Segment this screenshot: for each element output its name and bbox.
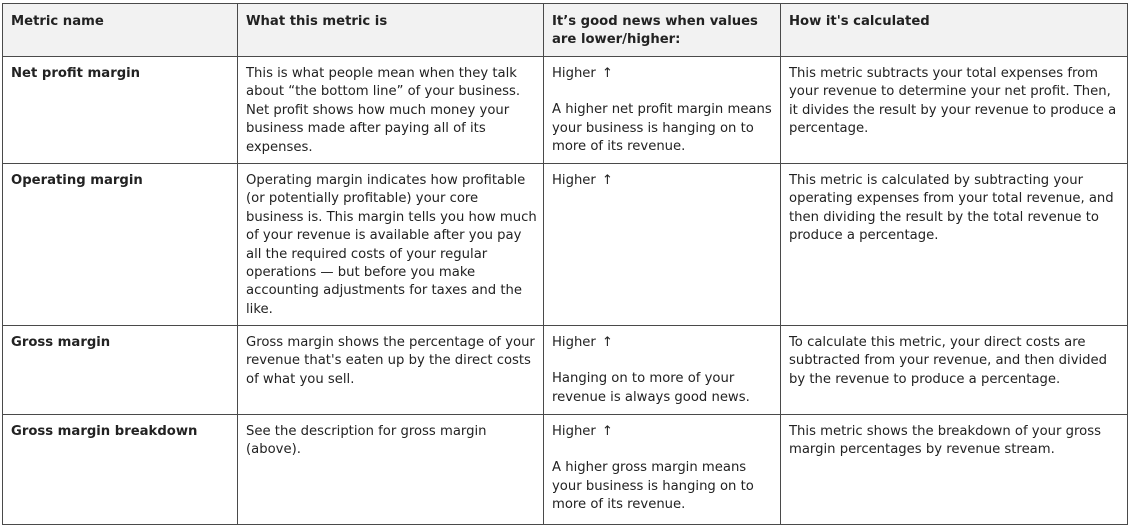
arrow-up-icon: ↑ [601,173,613,188]
metric-description-cell: Gross margin shows the percentage of you… [237,325,544,415]
metric-calculation-cell: This metric is calculated by subtracting… [780,163,1128,326]
arrow-up-icon: ↑ [601,335,613,350]
metric-calculation-cell: To calculate this metric, your direct co… [780,325,1128,415]
direction-line: Higher ↑ [552,172,774,190]
table-row: Gross margin breakdown See the descripti… [2,414,1128,525]
table-row: Gross margin Gross margin shows the perc… [2,325,1128,415]
direction-label: Higher [552,335,596,350]
direction-note: Hanging on to more of your revenue is al… [552,371,750,405]
table-row: Net profit margin This is what people me… [2,56,1128,164]
direction-note: A higher net profit margin means your bu… [552,102,772,155]
table-header-row: Metric name What this metric is It’s goo… [2,3,1128,57]
arrow-up-icon: ↑ [601,424,613,439]
direction-note: A higher gross margin means your busines… [552,460,754,513]
metric-calculation-cell: This metric subtracts your total expense… [780,56,1128,164]
metrics-table: Metric name What this metric is It’s goo… [2,3,1128,525]
metric-description-cell: See the description for gross margin (ab… [237,414,544,525]
metric-direction-cell: Higher ↑ [543,163,781,326]
direction-line: Higher ↑ [552,65,774,83]
direction-label: Higher [552,66,596,81]
metric-calculation-cell: This metric shows the breakdown of your … [780,414,1128,525]
metric-description-cell: Operating margin indicates how profitabl… [237,163,544,326]
arrow-up-icon: ↑ [601,66,613,81]
direction-label: Higher [552,424,596,439]
metric-direction-cell: Higher ↑ A higher net profit margin means… [543,56,781,164]
direction-label: Higher [552,173,596,188]
metric-name-cell: Operating margin [2,163,238,326]
metric-name-cell: Gross margin [2,325,238,415]
direction-line: Higher ↑ [552,334,774,352]
metric-description-cell: This is what people mean when they talk … [237,56,544,164]
header-description: What this metric is [237,3,544,57]
metric-direction-cell: Higher ↑ A higher gross margin means your… [543,414,781,525]
header-metric-name: Metric name [2,3,238,57]
table-row: Operating margin Operating margin indica… [2,163,1128,326]
header-direction: It’s good news when values are lower/hig… [543,3,781,57]
metric-name-cell: Gross margin breakdown [2,414,238,525]
metric-name-cell: Net profit margin [2,56,238,164]
metric-direction-cell: Higher ↑ Hanging on to more of your reven… [543,325,781,415]
direction-line: Higher ↑ [552,423,774,441]
header-calculation: How it's calculated [780,3,1128,57]
